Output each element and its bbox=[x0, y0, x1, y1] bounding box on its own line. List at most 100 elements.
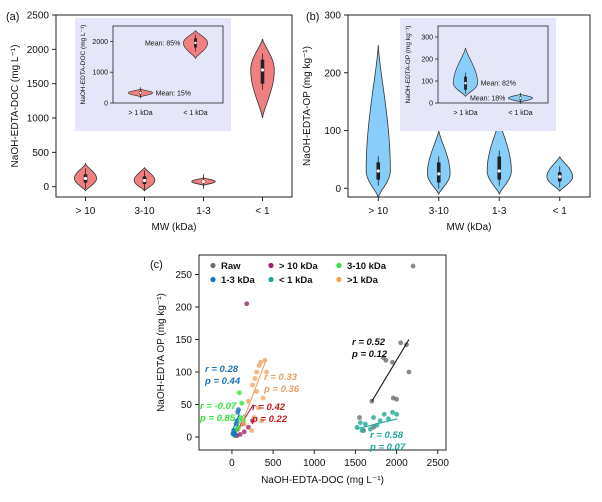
scatter-point-raw bbox=[383, 357, 389, 363]
inset-mean-label: Mean: 85% bbox=[145, 40, 180, 47]
scatter-point-gt1 bbox=[241, 421, 247, 427]
legend-label-kda3_10: 3-10 kDa bbox=[347, 261, 387, 272]
scatter-point-gt1 bbox=[258, 359, 264, 365]
annotation-p-raw: p = 0.12 bbox=[351, 349, 388, 360]
x-tick-label: > 10 bbox=[76, 206, 96, 217]
scatter-point-lt1 bbox=[390, 409, 395, 415]
scatter-point-kda1_3 bbox=[236, 407, 241, 413]
inset-violin-median bbox=[519, 96, 522, 100]
inset-violin-median bbox=[464, 82, 467, 85]
fit-line-gt1 bbox=[238, 358, 268, 431]
y-tick-label: 300 bbox=[324, 11, 341, 22]
inset-frame bbox=[437, 25, 549, 104]
scatter-point-kda3_10 bbox=[236, 390, 242, 396]
scatter-point-lt1 bbox=[371, 415, 376, 420]
y-tick-label: 1000 bbox=[27, 114, 50, 125]
annotation-p-gt10: p = 0.22 bbox=[251, 414, 288, 425]
x-tick-label: 3-10 bbox=[134, 206, 154, 217]
violin-median bbox=[83, 176, 88, 181]
y-tick-label: 100 bbox=[324, 126, 341, 137]
x-tick-label: 2500 bbox=[427, 458, 450, 469]
inset-y-tick-label: 200 bbox=[421, 57, 433, 64]
y-tick-label: 200 bbox=[175, 303, 192, 314]
scatter-point-lt1 bbox=[362, 421, 368, 427]
y-tick-label: 250 bbox=[175, 270, 192, 281]
y-axis-title: NaOH-EDTA OP (mg kg⁻¹) bbox=[156, 293, 167, 412]
y-tick-label: 1500 bbox=[27, 79, 50, 90]
fit-line-raw bbox=[371, 339, 410, 402]
x-tick-label: < 1 bbox=[553, 206, 568, 217]
scatter-point-raw bbox=[398, 340, 404, 346]
x-tick-label: 3-10 bbox=[429, 206, 449, 217]
x-tick-label: 500 bbox=[265, 458, 282, 469]
y-tick-label: 150 bbox=[175, 335, 192, 346]
y-tick-label: 100 bbox=[175, 368, 192, 379]
scatter-point-gt1 bbox=[250, 382, 255, 388]
scatter-point-lt1 bbox=[357, 420, 363, 426]
annotation-r-lt1: r = 0.58 bbox=[370, 430, 404, 441]
y-tick-label: 0 bbox=[186, 433, 192, 444]
y-tick-label: 2500 bbox=[27, 11, 50, 22]
x-tick-label: 2000 bbox=[385, 458, 408, 469]
y-tick-label: 0 bbox=[43, 182, 49, 193]
violin-median bbox=[558, 175, 562, 179]
violin-iqr-box bbox=[260, 59, 265, 84]
legend-label-kda1_3: 1-3 kDa bbox=[221, 275, 256, 286]
plot-frame bbox=[198, 254, 447, 451]
panel-a: (a) 0 500 1000 1500 2000 2500 > 10 3-10 1-3 < 1 MW … bbox=[6, 11, 293, 233]
scatter-point-gt1 bbox=[255, 405, 261, 411]
scatter-point-gt10 bbox=[241, 429, 247, 435]
legend-label-lt1: < 1 kDa bbox=[279, 275, 313, 286]
panel-b: (b) 0 100 200 300 > 10 3-10 1-3 < 1 MW (kDa) NaOH-… bbox=[302, 11, 591, 233]
legend-marker-gt10 bbox=[268, 262, 274, 269]
y-axis-title: NaOH-EDTA-DOC (mg L⁻¹) bbox=[10, 45, 21, 168]
annotation-p-gt1: p = 0.36 bbox=[263, 384, 300, 395]
x-tick-label: 0 bbox=[229, 458, 235, 469]
scatter-point-lt1 bbox=[377, 418, 383, 424]
annotation-p-kda1_3: p = 0.44 bbox=[204, 376, 241, 387]
scatter-point-raw bbox=[406, 369, 412, 375]
scatter-point-gt10 bbox=[237, 432, 243, 437]
violin bbox=[365, 45, 391, 198]
annotation-r-gt10: r = 0.42 bbox=[252, 402, 286, 413]
x-tick-label: 1500 bbox=[344, 458, 367, 469]
scatter-point-raw bbox=[394, 396, 399, 402]
panel-label-c: (c) bbox=[150, 259, 163, 271]
scatter-point-gt1 bbox=[249, 428, 255, 433]
inset-mean-label: Mean: 15% bbox=[156, 90, 191, 97]
scatter-point-lt1 bbox=[394, 411, 399, 417]
legend-label-gt1: >1 kDa bbox=[347, 275, 379, 286]
annotation-r-raw: r = 0.52 bbox=[352, 337, 386, 348]
scatter-point-kda3_10 bbox=[239, 400, 245, 406]
inset-y-axis-title: NaOH-EDTA-DOC (mg L⁻¹) bbox=[80, 25, 87, 105]
panel-label-b: (b) bbox=[306, 11, 319, 23]
inset-y-tick-label: 2000 bbox=[92, 39, 108, 46]
inset-mean-label: Mean: 82% bbox=[481, 81, 516, 88]
scatter-point-gt1 bbox=[264, 369, 269, 375]
inset-y-tick-label: 1000 bbox=[92, 70, 108, 77]
violin-median bbox=[497, 169, 501, 173]
inset-y-axis-title: NaOH-EDTA-OP (mg kg⁻¹) bbox=[405, 26, 412, 104]
inset-violin-median bbox=[194, 41, 197, 45]
x-tick-label: 1-3 bbox=[196, 206, 211, 217]
scatter-point-lt1 bbox=[381, 411, 387, 417]
inset-background bbox=[75, 18, 231, 131]
inset-y-tick-label: 0 bbox=[429, 101, 433, 108]
scatter-point-gt10 bbox=[246, 424, 251, 430]
inset-x-tick-label: < 1 kDa bbox=[508, 110, 532, 117]
scatter-point-raw bbox=[410, 263, 416, 269]
violin-median bbox=[142, 178, 147, 183]
violin-iqr-box bbox=[497, 156, 502, 180]
inset-mean-label: Mean: 18% bbox=[470, 96, 505, 103]
inset-y-tick-label: 300 bbox=[421, 35, 433, 42]
scatter-point-gt1 bbox=[254, 369, 260, 375]
x-tick-label: 1000 bbox=[303, 458, 326, 469]
scatter-point-lt1 bbox=[367, 426, 373, 432]
legend-marker-kda3_10 bbox=[336, 262, 342, 269]
fit-line-lt1 bbox=[355, 418, 398, 430]
inset-violin bbox=[453, 47, 478, 97]
annotation-r-gt1: r = 0.33 bbox=[264, 372, 298, 383]
violin-median bbox=[376, 169, 380, 173]
legend-marker-gt1 bbox=[336, 276, 342, 283]
